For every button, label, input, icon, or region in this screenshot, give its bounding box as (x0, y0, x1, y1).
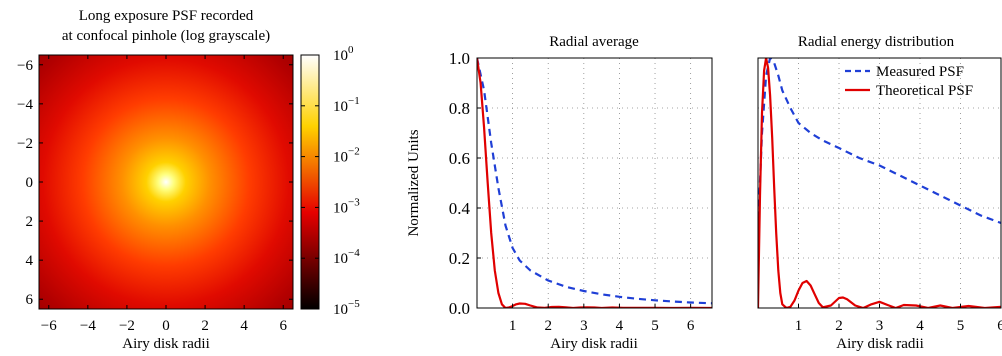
radial-energy-title: Radial energy distribution (798, 34, 955, 50)
colorbar-tick-base: 10 (333, 99, 348, 115)
radial-average-y-tick-label: 0.8 (449, 99, 470, 118)
heatmap-image (39, 55, 293, 309)
radial-average-panel: Radial average 1 2 3 4 5 6 0.0 0.2 0.4 0.6 0.8 1.0… (406, 34, 713, 352)
radial-average-x-tick-label: 3 (580, 318, 588, 334)
radial-average-title: Radial average (549, 34, 639, 50)
radial-average-x-tick-label: 4 (616, 318, 624, 334)
heatmap-y-tick-label: 2 (26, 214, 34, 230)
colorbar-tick-label: 10−3 (333, 196, 360, 216)
colorbar-tick-base: 10 (333, 48, 348, 64)
radial-average-y-tick-label: 1.0 (449, 49, 470, 68)
legend-label-measured: Measured PSF (876, 64, 964, 80)
heatmap-x-axis-label: Airy disk radii (122, 336, 210, 352)
heatmap-x-tick-label: 0 (162, 318, 170, 334)
radial-energy-x-tick-label: 4 (916, 318, 924, 334)
radial-average-x-tick-label: 2 (544, 318, 552, 334)
colorbar-tick-base: 10 (333, 150, 348, 166)
colorbar-tick-exponent: 0 (348, 44, 354, 56)
radial-energy-x-tick-label: 3 (876, 318, 884, 334)
radial-energy-x-tick-label: 1 (795, 318, 803, 334)
radial-average-x-tick-label: 6 (687, 318, 695, 334)
colorbar-tick-exponent: −4 (348, 247, 360, 259)
radial-average-x-tick-label: 1 (509, 318, 517, 334)
heatmap-x-tick-label: 2 (201, 318, 209, 334)
psf-heatmap-panel: Long exposure PSF recorded at confocal p… (17, 8, 294, 352)
radial-average-y-tick-label: 0.0 (449, 299, 470, 318)
heatmap-y-tick-label: 6 (26, 292, 34, 308)
radial-average-y-tick-label: 0.2 (449, 249, 470, 268)
radial-average-y-tick-label: 0.6 (449, 149, 470, 168)
colorbar-tick-label: 10−2 (333, 146, 360, 166)
heatmap-x-tick-label: −2 (119, 318, 135, 334)
legend: Measured PSF Theoretical PSF (845, 64, 973, 99)
heatmap-y-tick-label: −6 (17, 58, 33, 74)
heatmap-y-tick-label: −2 (17, 136, 33, 152)
colorbar-tick-exponent: −5 (348, 298, 360, 310)
radial-energy-theoretical-psf-line (758, 58, 1001, 308)
radial-energy-x-tick-label: 2 (835, 318, 843, 334)
radial-average-frame (476, 57, 713, 309)
colorbar-tick-label: 10−1 (333, 95, 360, 115)
radial-average-x-axis-label: Airy disk radii (550, 336, 638, 352)
heatmap-x-tick-label: −6 (41, 318, 57, 334)
colorbar-tick-exponent: −2 (348, 146, 360, 158)
radial-energy-x-tick-label: 5 (957, 318, 965, 334)
heatmap-x-tick-label: 4 (240, 318, 248, 334)
heatmap-y-tick-label: 0 (26, 175, 34, 191)
radial-energy-x-tick-label: 6 (997, 318, 1002, 334)
colorbar-tick-label: 10−4 (333, 247, 360, 267)
colorbar-tick-label: 10−5 (333, 298, 360, 318)
heatmap-y-tick-label: −4 (17, 97, 33, 113)
radial-energy-x-axis-label: Airy disk radii (836, 336, 924, 352)
heatmap-x-tick-label: −4 (80, 318, 96, 334)
radial-average-y-tick-label: 0.4 (449, 199, 471, 218)
colorbar-tick-base: 10 (333, 251, 348, 267)
radial-average-measured-psf-line (477, 58, 712, 305)
colorbar-tick-label: 100 (333, 44, 354, 64)
heatmap-title-line-1: Long exposure PSF recorded (79, 8, 254, 24)
heatmap-title-line-2: at confocal pinhole (log grayscale) (62, 28, 270, 44)
radial-energy-panel: Radial energy distribution 1 2 3 4 5 6 Airy d… (757, 34, 1002, 352)
colorbar-tick-exponent: −3 (348, 196, 360, 208)
colorbar-tick-base: 10 (333, 200, 348, 216)
legend-label-theoretical: Theoretical PSF (876, 83, 973, 99)
colorbar-tick-exponent: −1 (348, 95, 360, 107)
heatmap-x-tick-label: 6 (279, 318, 287, 334)
radial-energy-measured-psf-line (758, 58, 1001, 231)
colorbar-gradient (300, 54, 320, 310)
radial-average-y-axis-label: Normalized Units (406, 129, 422, 236)
colorbar-tick-base: 10 (333, 302, 348, 318)
heatmap-y-tick-label: 4 (26, 253, 34, 269)
radial-average-x-tick-label: 5 (651, 318, 659, 334)
